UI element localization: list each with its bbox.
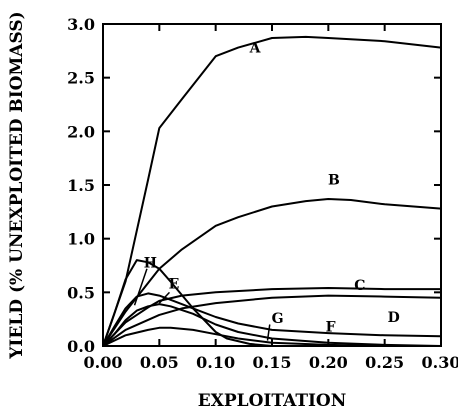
series-line-a — [102, 35, 442, 347]
series-line-h — [102, 259, 273, 347]
x-tick-label: 0.10 — [196, 353, 235, 372]
y-tick-label: 2.5 — [67, 69, 95, 88]
curve-label-b: B — [328, 173, 340, 189]
series-line-e — [102, 292, 442, 347]
y-tick-label: 0.0 — [67, 337, 95, 356]
y-tick-label: 1.0 — [67, 230, 95, 249]
curve-label-a: A — [249, 41, 262, 57]
x-axis-label: EXPLOITATION — [198, 391, 347, 411]
curve-label-f: F — [326, 320, 336, 336]
series-line-g — [102, 326, 441, 347]
curve-label-c: C — [354, 278, 365, 294]
x-tick-label: 0.05 — [140, 353, 179, 372]
x-tick-label: 0.15 — [253, 353, 292, 372]
x-tick-label: 0.20 — [309, 353, 348, 372]
x-tick-label: 0.30 — [422, 353, 458, 372]
leader-line-g — [266, 324, 271, 341]
series-line-b — [102, 198, 442, 347]
curve-label-d: D — [388, 310, 400, 326]
series-line-c — [102, 287, 441, 347]
series-line-d — [102, 294, 442, 347]
y-tick-label: 0.5 — [67, 283, 95, 302]
leader-line-h — [133, 268, 148, 306]
leader-line-e — [158, 291, 171, 304]
y-tick-label: 1.5 — [67, 176, 95, 195]
y-tick-label: 2.0 — [67, 122, 95, 141]
curve-label-g: G — [272, 311, 284, 327]
y-axis-label: YIELD (% UNEXPLOITED BIOMASS) — [7, 11, 27, 359]
curve-label-h: H — [144, 255, 157, 271]
curve-label-e: E — [169, 277, 180, 293]
y-tick-label: 3.0 — [67, 15, 95, 34]
x-tick-label: 0.25 — [365, 353, 404, 372]
x-tick-label: 0.00 — [84, 353, 123, 372]
series-line-f — [102, 303, 442, 347]
